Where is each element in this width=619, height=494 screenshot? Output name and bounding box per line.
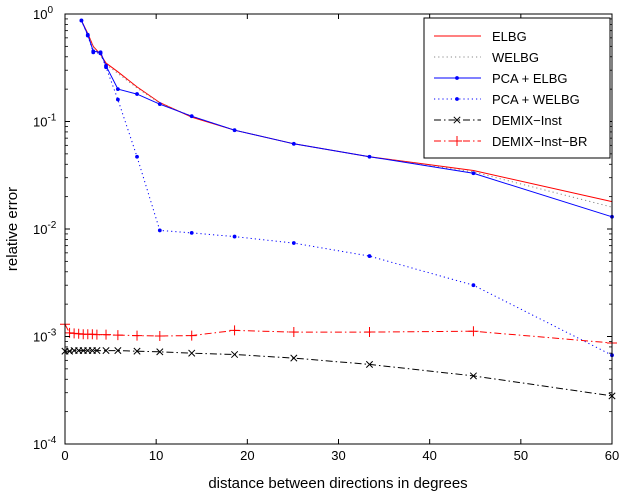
data-point — [471, 171, 476, 176]
series-line — [80, 20, 613, 356]
data-point — [367, 254, 372, 258]
data-point — [367, 154, 372, 159]
x-tick-label: 0 — [61, 448, 68, 463]
y-tick-label: 10-4 — [33, 435, 57, 452]
data-point — [232, 128, 237, 133]
x-tick-label: 10 — [149, 448, 163, 463]
data-point — [189, 230, 194, 235]
data-point — [154, 331, 165, 342]
legend-marker — [455, 76, 459, 80]
y-tick-label: 10-3 — [33, 328, 57, 345]
data-point — [114, 347, 122, 355]
data-point — [91, 50, 96, 55]
y-tick-label: 10-1 — [33, 113, 57, 130]
data-point — [156, 348, 164, 356]
legend-label: DEMIX−Inst−BR — [492, 134, 587, 149]
x-axis-label: distance between directions in degrees — [208, 475, 467, 492]
legend-label: DEMIX−Inst — [492, 113, 562, 128]
legend-marker — [452, 136, 462, 146]
legend-box — [423, 17, 611, 159]
legend: ELBG WELBG PCA + ELBG PCA + WELBG DEMIX−Inst… — [423, 17, 611, 159]
data-point — [104, 65, 108, 70]
data-point — [229, 325, 240, 336]
legend-label: PCA + WELBG — [492, 92, 580, 107]
data-point — [469, 372, 477, 380]
data-point — [133, 347, 141, 355]
data-point — [115, 97, 120, 102]
x-tick-label: 20 — [240, 448, 254, 463]
data-point — [291, 141, 296, 146]
y-axis-label: relative error — [4, 187, 21, 271]
x-tick-label: 30 — [331, 448, 345, 463]
x-axis-ticks: 0 10 20 30 40 50 60 — [61, 14, 619, 463]
data-point — [93, 347, 101, 355]
data-layer — [60, 18, 617, 400]
legend-label: WELBG — [492, 50, 539, 65]
data-point — [115, 87, 120, 92]
x-tick-label: 60 — [605, 448, 619, 463]
data-point — [85, 33, 90, 38]
data-point — [231, 350, 239, 359]
data-point — [365, 360, 374, 368]
data-point — [364, 327, 375, 338]
data-point — [112, 330, 123, 341]
data-point — [291, 241, 296, 245]
data-point — [98, 51, 103, 56]
data-point — [157, 228, 162, 233]
data-point — [91, 329, 102, 340]
data-point — [101, 329, 112, 340]
legend-marker — [455, 97, 459, 101]
data-point — [232, 234, 237, 239]
legend-marker — [453, 116, 461, 124]
data-point — [290, 354, 298, 362]
data-point — [186, 330, 197, 341]
legend-label: ELBG — [492, 29, 527, 44]
y-tick-label: 100 — [33, 5, 53, 22]
y-tick-label: 10-2 — [33, 220, 57, 237]
legend-label: PCA + ELBG — [492, 71, 568, 86]
data-point — [102, 347, 110, 355]
x-tick-label: 50 — [514, 448, 528, 463]
y-axis-ticks: 10-4 10-3 10-2 10-1 100 — [33, 5, 612, 452]
data-point — [132, 330, 143, 341]
data-point — [79, 18, 84, 23]
series-line — [65, 350, 613, 397]
data-point — [135, 92, 139, 96]
x-tick-label: 40 — [422, 448, 436, 463]
data-point — [189, 114, 194, 119]
data-point — [288, 327, 299, 338]
data-point — [188, 349, 196, 357]
data-point — [135, 154, 139, 159]
series-4 — [61, 347, 616, 400]
data-point — [157, 102, 162, 107]
data-point — [468, 326, 479, 337]
data-point — [471, 283, 476, 288]
